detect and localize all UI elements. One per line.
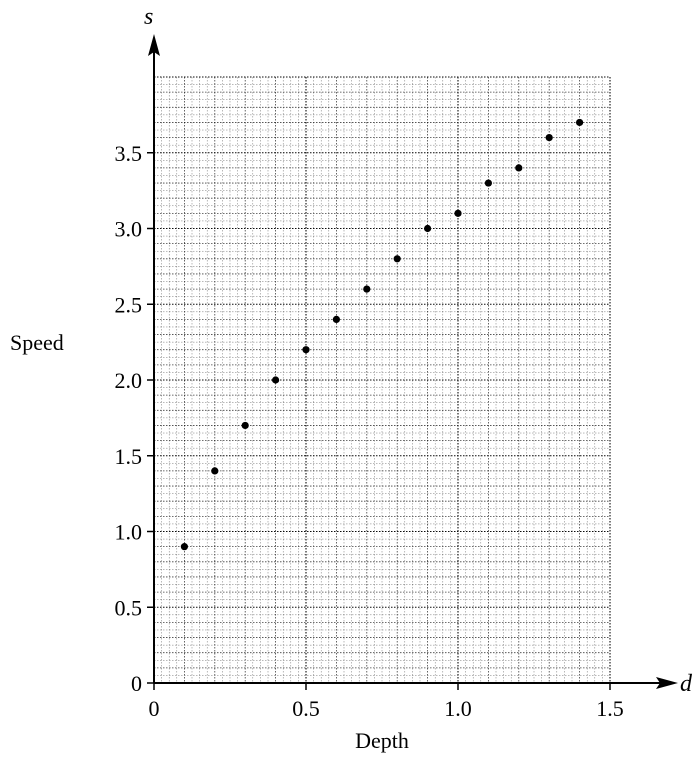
y-tick-label: 1.5: [115, 444, 143, 469]
y-axis-label: Speed: [10, 330, 64, 355]
y-tick-label: 1.0: [115, 520, 143, 545]
data-point: [302, 346, 310, 354]
data-point: [454, 209, 462, 217]
tick-labels: 0 0.5 1.0 1.5 0 0.5 1.0 1.5 2.0 2.5 3.0 3.5: [115, 141, 624, 721]
data-point: [363, 285, 371, 293]
x-variable-label: d: [680, 671, 693, 697]
x-axis-arrow-icon: [656, 677, 678, 689]
data-point: [545, 134, 553, 142]
data-point: [515, 164, 523, 172]
x-tick-label: 1.5: [596, 696, 624, 721]
data-points: [180, 118, 584, 551]
data-point: [576, 118, 584, 127]
y-tick-label: 3.5: [115, 141, 143, 166]
y-axis-arrow-icon: [148, 34, 160, 56]
data-point: [424, 224, 432, 233]
y-tick-label: 0.5: [115, 595, 143, 620]
data-point: [484, 179, 492, 187]
x-tick-label: 0: [149, 696, 160, 721]
data-point: [272, 376, 280, 384]
data-point: [393, 255, 401, 263]
grid: [153, 76, 611, 684]
y-tick-label: 2.0: [115, 368, 143, 393]
axes: [148, 34, 678, 689]
data-point: [180, 543, 188, 551]
y-tick-label: 3.0: [115, 217, 143, 242]
data-point: [241, 421, 249, 430]
x-axis-label: Depth: [355, 728, 409, 753]
data-point: [332, 315, 340, 323]
x-tick-label: 0.5: [292, 696, 320, 721]
data-point: [211, 467, 219, 475]
x-tick-label: 1.0: [444, 696, 472, 721]
y-tick-label: 0: [131, 671, 142, 696]
y-variable-label: s: [144, 4, 153, 30]
y-tick-label: 2.5: [115, 292, 143, 317]
